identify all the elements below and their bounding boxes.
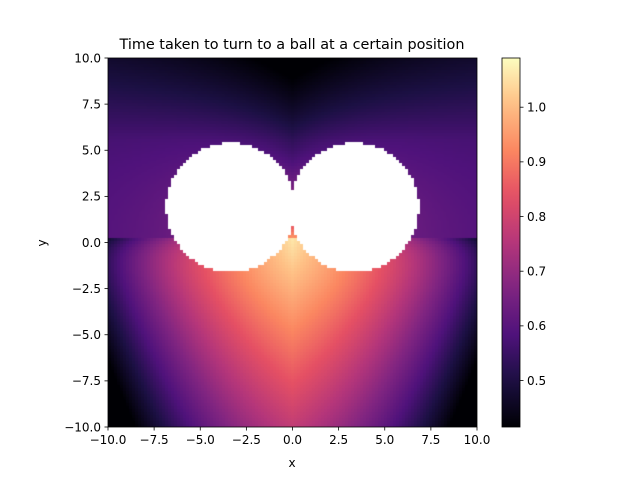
x-tick-label: 5.0 bbox=[375, 433, 394, 447]
colorbar-tick-label: 0.9 bbox=[527, 155, 546, 169]
plot-area bbox=[107, 57, 478, 428]
colorbar: 0.5 0.6 0.7 0.8 0.9 1.0 bbox=[501, 57, 546, 428]
chart-title: Time taken to turn to a ball at a certai… bbox=[119, 37, 465, 53]
x-tick-label: 2.5 bbox=[329, 433, 348, 447]
colorbar-tick-label: 0.8 bbox=[527, 210, 546, 224]
x-tick-label: 10.0 bbox=[464, 433, 491, 447]
x-tick-label: −7.5 bbox=[140, 433, 169, 447]
y-axis: −10.0 −7.5 −5.0 −2.5 0.0 2.5 5.0 7.5 10.0 bbox=[64, 51, 108, 434]
y-tick-label: −10.0 bbox=[64, 420, 101, 434]
y-tick-label: 0.0 bbox=[82, 236, 101, 250]
heatmap-image bbox=[108, 58, 477, 427]
colorbar-tick-label: 0.5 bbox=[527, 374, 546, 388]
x-axis-label: x bbox=[288, 456, 295, 470]
y-tick-label: −2.5 bbox=[72, 282, 101, 296]
y-tick-label: −7.5 bbox=[72, 374, 101, 388]
y-axis-label: y bbox=[35, 239, 49, 246]
colorbar-tick-label: 0.7 bbox=[527, 265, 546, 279]
x-tick-label: 7.5 bbox=[421, 433, 440, 447]
y-tick-label: 2.5 bbox=[82, 190, 101, 204]
colorbar-tick-label: 0.6 bbox=[527, 319, 546, 333]
x-axis: −10.0 −7.5 −5.0 −2.5 0.0 2.5 5.0 7.5 10.0 bbox=[90, 427, 491, 447]
x-tick-label: −10.0 bbox=[90, 433, 127, 447]
x-tick-label: −5.0 bbox=[186, 433, 215, 447]
y-tick-label: −5.0 bbox=[72, 328, 101, 342]
y-tick-label: 10.0 bbox=[74, 51, 101, 65]
colorbar-tick-label: 1.0 bbox=[527, 101, 546, 115]
y-tick-label: 7.5 bbox=[82, 97, 101, 111]
x-tick-label: 0.0 bbox=[283, 433, 302, 447]
y-tick-label: 5.0 bbox=[82, 144, 101, 158]
colorbar-gradient bbox=[501, 57, 521, 428]
x-tick-label: −2.5 bbox=[232, 433, 261, 447]
